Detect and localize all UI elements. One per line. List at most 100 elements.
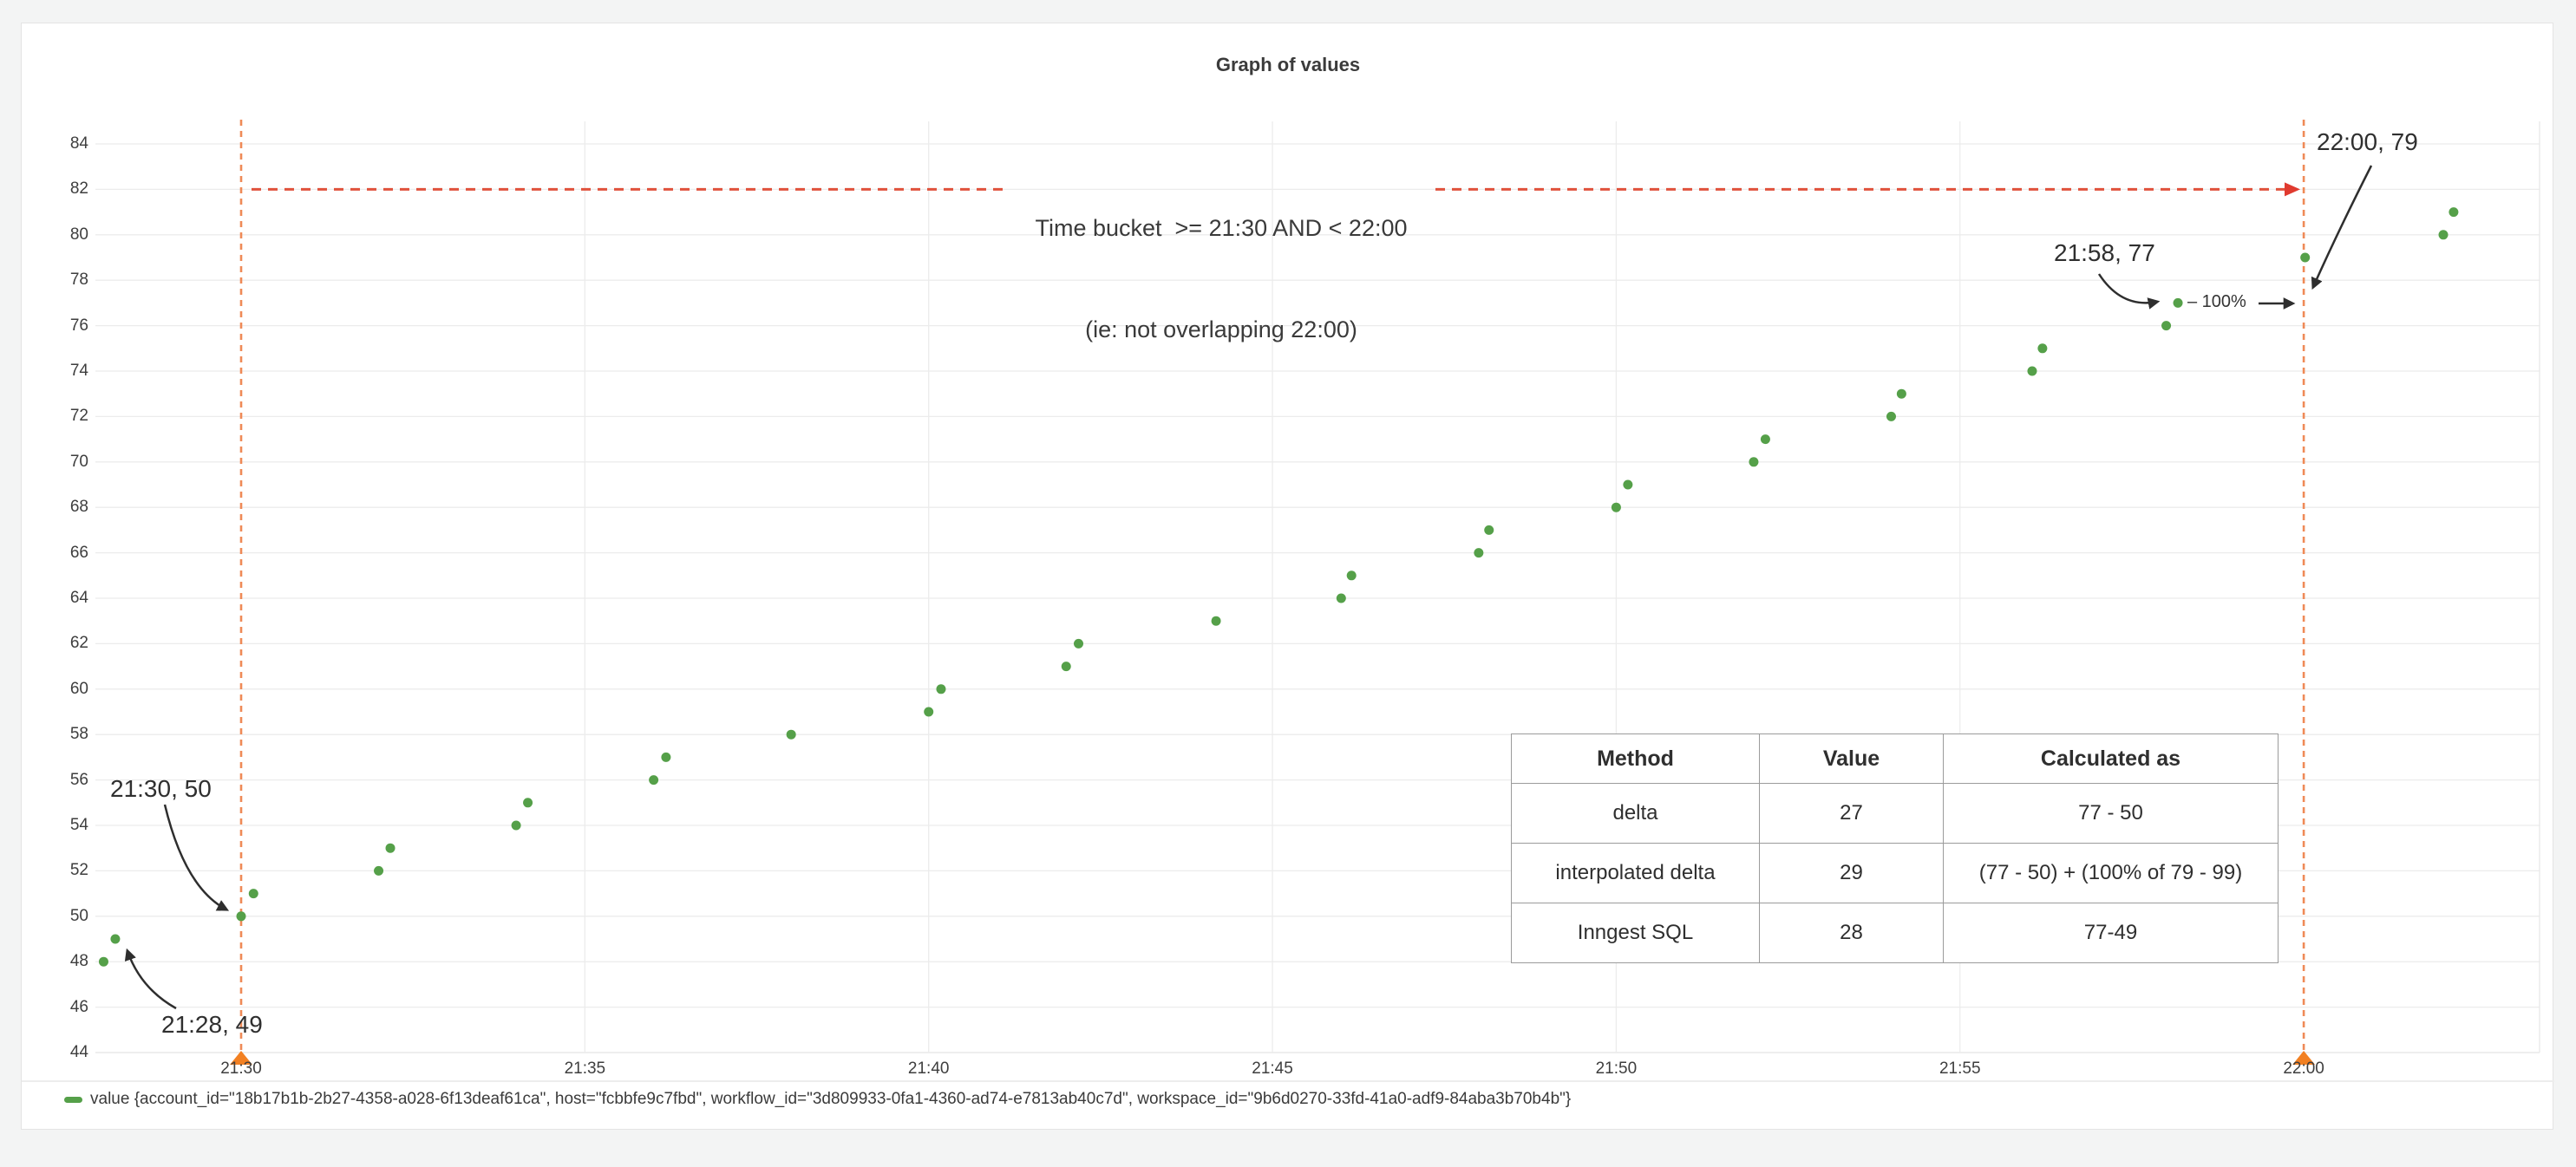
data-points xyxy=(98,207,2459,967)
x-tick-label-21:35: 21:35 xyxy=(564,1059,606,1078)
data-point[interactable] xyxy=(786,729,796,740)
data-point[interactable] xyxy=(661,752,671,762)
y-tick-label-44: 44 xyxy=(69,1043,88,1061)
hundred-percent-annotation: – 100% xyxy=(2187,292,2246,311)
x-tick-label-21:55: 21:55 xyxy=(1939,1059,1981,1078)
y-tick-label-58: 58 xyxy=(69,725,88,744)
table-row: Inngest SQL 28 77-49 xyxy=(1511,903,2279,963)
y-tick-label-82: 82 xyxy=(69,179,88,199)
legend-item[interactable]: value {account_id="18b17b1b-2b27-4358-a0… xyxy=(64,1087,1571,1112)
y-tick-label-56: 56 xyxy=(69,770,88,789)
y-tick-label-84: 84 xyxy=(69,134,88,153)
table-cell: (77 - 50) + (100% of 79 - 99) xyxy=(1943,843,2279,903)
table-cell: delta xyxy=(1511,783,1760,844)
data-point[interactable] xyxy=(1886,411,1896,421)
x-tick-label-21:50: 21:50 xyxy=(1595,1059,1638,1078)
y-tick-label-60: 60 xyxy=(69,679,88,698)
point-label-2130-50: 21:30, 50 xyxy=(110,775,212,802)
annotation-arrow xyxy=(2097,273,2161,310)
data-point[interactable] xyxy=(2438,230,2449,240)
data-point[interactable] xyxy=(2161,321,2172,331)
y-tick-label-50: 50 xyxy=(69,906,88,925)
table-header-calculated-as: Calculated as xyxy=(1943,733,2279,784)
annotation-arrow xyxy=(2311,165,2373,290)
y-tick-label-74: 74 xyxy=(69,362,88,380)
data-point[interactable] xyxy=(1061,662,1071,672)
bucket-boundary-marker-21:30 xyxy=(230,1051,252,1065)
table-header-value: Value xyxy=(1759,733,1944,784)
data-point[interactable] xyxy=(248,889,258,899)
data-point[interactable] xyxy=(1336,593,1346,603)
data-point[interactable] xyxy=(385,843,396,853)
bucket-boundary-marker-22:00 xyxy=(2292,1051,2316,1065)
data-point[interactable] xyxy=(98,956,108,967)
y-tick-label-48: 48 xyxy=(69,952,88,971)
data-point[interactable] xyxy=(924,707,934,717)
y-tick-label-64: 64 xyxy=(69,589,88,607)
data-point[interactable] xyxy=(2300,252,2311,263)
time-bucket-annotation-line1: Time bucket >= 21:30 AND < 22:00 xyxy=(1035,215,1408,241)
table-cell: 29 xyxy=(1759,843,1944,903)
time-bucket-annotation-line2: (ie: not overlapping 22:00) xyxy=(1085,316,1357,342)
y-tick-label-68: 68 xyxy=(69,498,88,517)
y-tick-label-72: 72 xyxy=(69,407,88,426)
table-cell: 27 xyxy=(1759,783,1944,844)
y-tick-label-54: 54 xyxy=(69,816,88,834)
legend-separator xyxy=(22,1080,2554,1082)
point-label-2200-79: 22:00, 79 xyxy=(2317,128,2418,155)
annotation-arrow xyxy=(124,948,177,1010)
data-point[interactable] xyxy=(2037,343,2048,354)
data-point[interactable] xyxy=(1623,479,1633,490)
time-bucket-boundary-lines xyxy=(230,120,2316,1065)
table-row: interpolated delta 29 (77 - 50) + (100% of… xyxy=(1511,843,2279,903)
data-point[interactable] xyxy=(1611,502,1621,512)
annotation-arrows xyxy=(124,165,2373,1010)
data-point[interactable] xyxy=(1484,525,1494,535)
x-tick-label-21:45: 21:45 xyxy=(1252,1059,1293,1078)
annotation-arrow xyxy=(163,804,230,911)
table-cell: interpolated delta xyxy=(1511,843,1760,903)
y-tick-label-46: 46 xyxy=(69,997,88,1016)
calculation-table: Method Value Calculated as delta 27 77 - 5… xyxy=(1511,733,2279,963)
table-cell: 28 xyxy=(1759,903,1944,963)
table-header-method: Method xyxy=(1511,733,1760,784)
data-point[interactable] xyxy=(511,820,521,831)
legend-series-label: value {account_id="18b17b1b-2b27-4358-a0… xyxy=(90,1090,1572,1108)
data-point[interactable] xyxy=(1896,388,1906,399)
data-point[interactable] xyxy=(1211,616,1221,626)
y-tick-label-80: 80 xyxy=(69,225,88,244)
data-point[interactable] xyxy=(1346,570,1357,581)
table-row: delta 27 77 - 50 xyxy=(1511,783,2279,844)
data-point[interactable] xyxy=(1074,638,1084,649)
data-point[interactable] xyxy=(110,934,121,944)
y-tick-label-66: 66 xyxy=(69,543,88,562)
data-point[interactable] xyxy=(2027,366,2037,376)
data-point[interactable] xyxy=(936,684,946,694)
x-tick-label-21:30: 21:30 xyxy=(220,1059,262,1078)
table-header-row: Method Value Calculated as xyxy=(1511,733,2279,784)
y-tick-label-52: 52 xyxy=(69,861,88,880)
y-tick-label-62: 62 xyxy=(69,634,88,653)
data-point[interactable] xyxy=(2173,297,2183,308)
data-point[interactable] xyxy=(1474,548,1484,558)
y-tick-label-70: 70 xyxy=(69,452,88,471)
table-cell: 77 - 50 xyxy=(1943,783,2279,844)
bucket-range-arrow-line xyxy=(252,182,2300,197)
data-point[interactable] xyxy=(2449,207,2459,218)
data-point[interactable] xyxy=(1749,457,1759,467)
point-label-2158-77: 21:58, 77 xyxy=(2054,239,2155,266)
data-point[interactable] xyxy=(374,865,384,876)
time-bucket-annotation: Time bucket >= 21:30 AND < 22:00 (ie: no… xyxy=(909,161,1533,370)
x-tick-label-21:40: 21:40 xyxy=(907,1059,950,1078)
table-cell: Inngest SQL xyxy=(1511,903,1760,963)
data-point[interactable] xyxy=(1760,434,1770,445)
chart-title: Graph of values xyxy=(1215,54,1361,75)
data-point[interactable] xyxy=(236,911,246,922)
y-tick-label-76: 76 xyxy=(69,316,88,335)
bucket-range-arrowhead xyxy=(2285,182,2300,197)
y-tick-label-78: 78 xyxy=(69,271,88,290)
data-point[interactable] xyxy=(649,775,659,786)
data-point[interactable] xyxy=(523,798,533,808)
x-tick-label-22:00: 22:00 xyxy=(2283,1059,2324,1078)
